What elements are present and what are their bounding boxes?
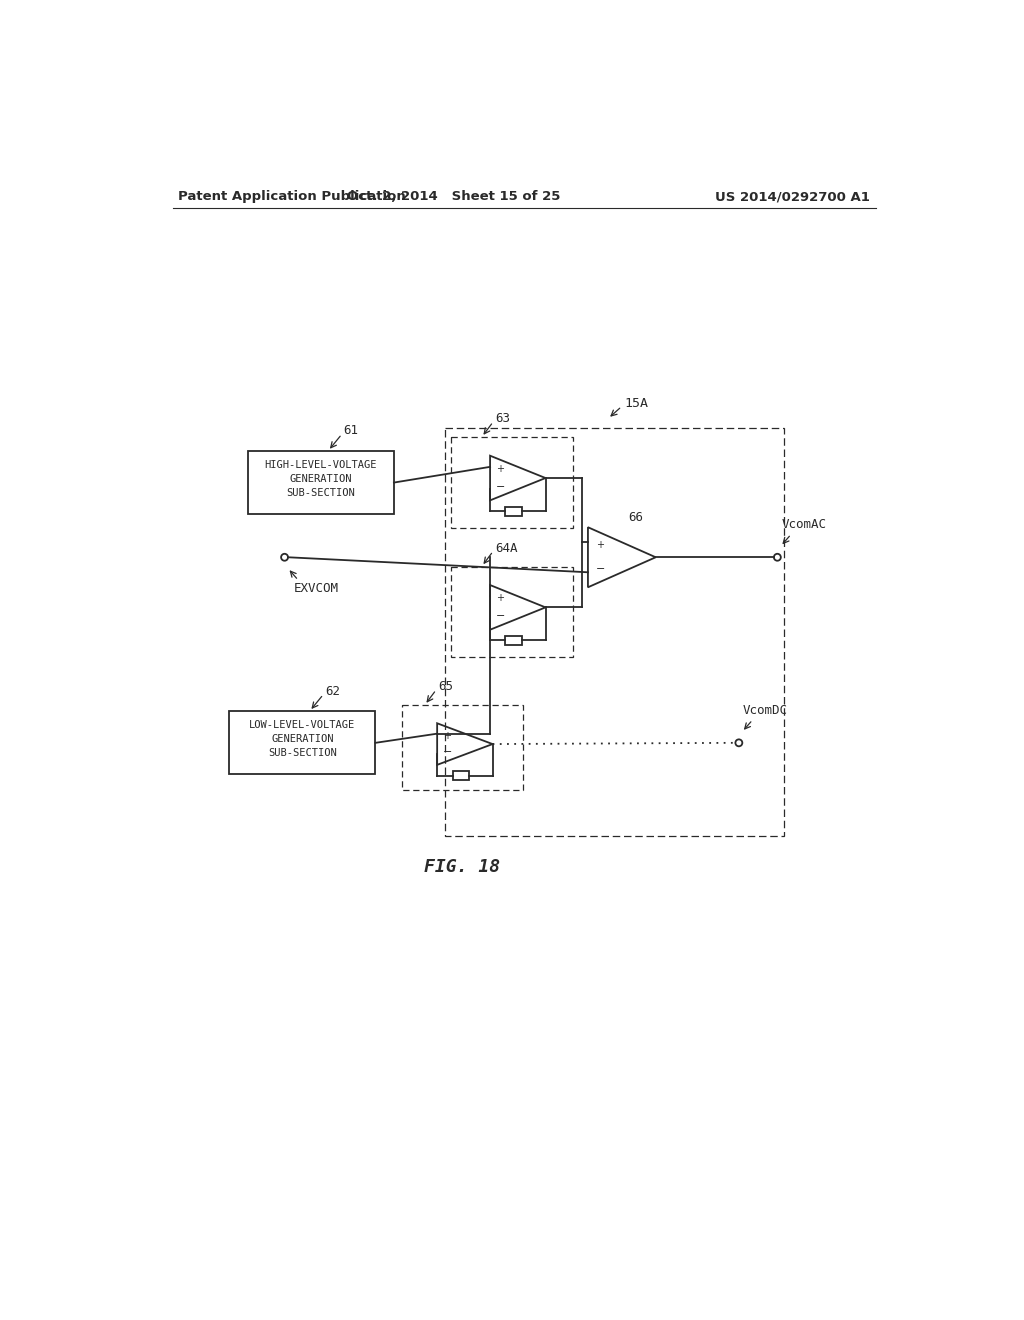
Text: +: + [596, 540, 604, 550]
Bar [451, 437, 572, 528]
Text: Oct. 2, 2014   Sheet 15 of 25: Oct. 2, 2014 Sheet 15 of 25 [347, 190, 561, 203]
Bar [506, 507, 522, 516]
Bar [248, 451, 394, 513]
Text: −: − [496, 611, 505, 622]
Text: 63: 63 [495, 412, 510, 425]
Text: VcomAC: VcomAC [781, 519, 826, 532]
Bar [453, 771, 469, 780]
Text: VcomDC: VcomDC [742, 704, 787, 717]
Text: SUB-SECTION: SUB-SECTION [287, 487, 355, 498]
Text: 65: 65 [438, 680, 453, 693]
Text: −: − [442, 747, 452, 758]
Text: HIGH-LEVEL-VOLTAGE: HIGH-LEVEL-VOLTAGE [264, 459, 377, 470]
Bar [401, 705, 523, 789]
Bar [229, 711, 376, 775]
Text: SUB-SECTION: SUB-SECTION [268, 748, 337, 758]
Text: 61: 61 [343, 425, 358, 437]
Text: 15A: 15A [625, 397, 649, 409]
Text: FIG. 18: FIG. 18 [424, 858, 500, 875]
Text: US 2014/0292700 A1: US 2014/0292700 A1 [715, 190, 869, 203]
Text: +: + [496, 594, 504, 603]
Text: 62: 62 [325, 685, 340, 698]
Text: −: − [496, 482, 505, 492]
Text: EXVCOM: EXVCOM [294, 582, 339, 594]
Text: −: − [595, 564, 605, 574]
Text: Patent Application Publication: Patent Application Publication [178, 190, 407, 203]
Text: 64A: 64A [495, 541, 517, 554]
Text: 66: 66 [628, 511, 643, 524]
Text: GENERATION: GENERATION [271, 734, 334, 744]
Text: GENERATION: GENERATION [290, 474, 352, 483]
Text: LOW-LEVEL-VOLTAGE: LOW-LEVEL-VOLTAGE [249, 721, 355, 730]
Text: +: + [443, 731, 452, 741]
Bar [444, 428, 783, 836]
Bar [451, 566, 572, 657]
Text: +: + [496, 465, 504, 474]
Bar [506, 636, 522, 645]
